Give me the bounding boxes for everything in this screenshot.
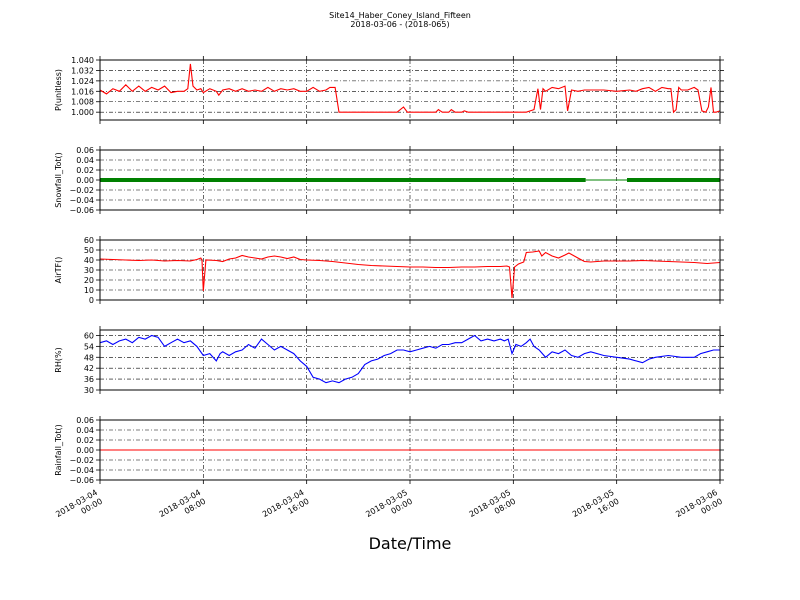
x-tick-label: 2018-03-0400:00 [54, 488, 104, 528]
y-tick-label: 30 [84, 386, 94, 395]
y-tick-label: 60 [84, 331, 94, 340]
y-axis-label: AirTF() [54, 257, 63, 284]
y-tick-label: 36 [84, 375, 94, 384]
y-tick-label: −0.06 [69, 206, 94, 215]
plot-frame [99, 59, 721, 121]
y-tick-label: 60 [84, 236, 94, 245]
y-axis-label: P(unitless) [54, 69, 63, 111]
y-tick-label: 54 [84, 342, 94, 351]
chart-panel-4: 30 36 42 48 54 60 RH(%) [54, 326, 724, 395]
y-axis-label: RH(%) [54, 347, 63, 372]
y-tick-label: 0.00 [76, 446, 94, 455]
y-tick-label: −0.02 [69, 186, 94, 195]
y-tick-label: 48 [84, 353, 94, 362]
y-tick-label: 50 [84, 246, 94, 255]
y-tick-label: −0.04 [69, 196, 94, 205]
x-axis-label: Date/Time [368, 534, 452, 553]
y-tick-label: 0.04 [76, 426, 94, 435]
y-tick-label: 1.008 [71, 98, 94, 107]
plot-frame [99, 419, 721, 481]
y-tick-label: 0.04 [76, 156, 94, 165]
y-tick-label: 1.000 [71, 108, 94, 117]
figure-subtitle: 2018-03-06 - (2018-065) [350, 20, 450, 29]
y-tick-label: 0.06 [76, 146, 94, 155]
y-tick-label: 0.06 [76, 416, 94, 425]
y-tick-label: 30 [84, 266, 94, 275]
y-tick-label: −0.04 [69, 466, 94, 475]
x-tick-label: 2018-03-0516:00 [571, 488, 621, 528]
y-tick-label: 0 [89, 296, 94, 305]
y-tick-label: 1.032 [71, 66, 94, 75]
y-axis-label: Rainfall_Tot() [54, 424, 63, 476]
series-line [99, 334, 720, 384]
plot-frame [99, 239, 721, 301]
y-tick-label: 0.02 [76, 436, 94, 445]
y-tick-label: 1.040 [71, 56, 94, 65]
series-line [99, 63, 721, 114]
x-tick-label: 2018-03-0416:00 [261, 488, 311, 528]
y-axis-label: Snowfall_Tot() [54, 152, 63, 208]
x-tick-label: 2018-03-0408:00 [158, 488, 208, 528]
y-tick-label: 10 [84, 286, 94, 295]
y-tick-label: 0.00 [76, 176, 94, 185]
series-line [99, 250, 721, 299]
y-tick-label: 20 [84, 276, 94, 285]
chart-panel-5: −0.06−0.04−0.020.000.020.040.06 Rainfall_… [54, 416, 724, 485]
y-tick-label: 1.016 [71, 87, 94, 96]
x-tick-label: 2018-03-0500:00 [364, 488, 414, 528]
y-tick-label: 0.02 [76, 166, 94, 175]
y-tick-label: 1.024 [71, 77, 94, 86]
y-tick-label: 40 [84, 256, 94, 265]
y-tick-label: 42 [84, 364, 94, 373]
x-tick-label: 2018-03-0600:00 [674, 488, 724, 528]
plot-frame [99, 149, 721, 211]
figure-title: Site14_Haber_Coney_Island_Fifteen [329, 11, 471, 20]
y-tick-label: −0.02 [69, 456, 94, 465]
plot-frame [99, 329, 721, 391]
y-tick-label: −0.06 [69, 476, 94, 485]
chart-panel-2: −0.06−0.04−0.020.000.020.040.06 Snowfall_… [54, 146, 724, 215]
x-tick-label: 2018-03-0508:00 [468, 488, 518, 528]
